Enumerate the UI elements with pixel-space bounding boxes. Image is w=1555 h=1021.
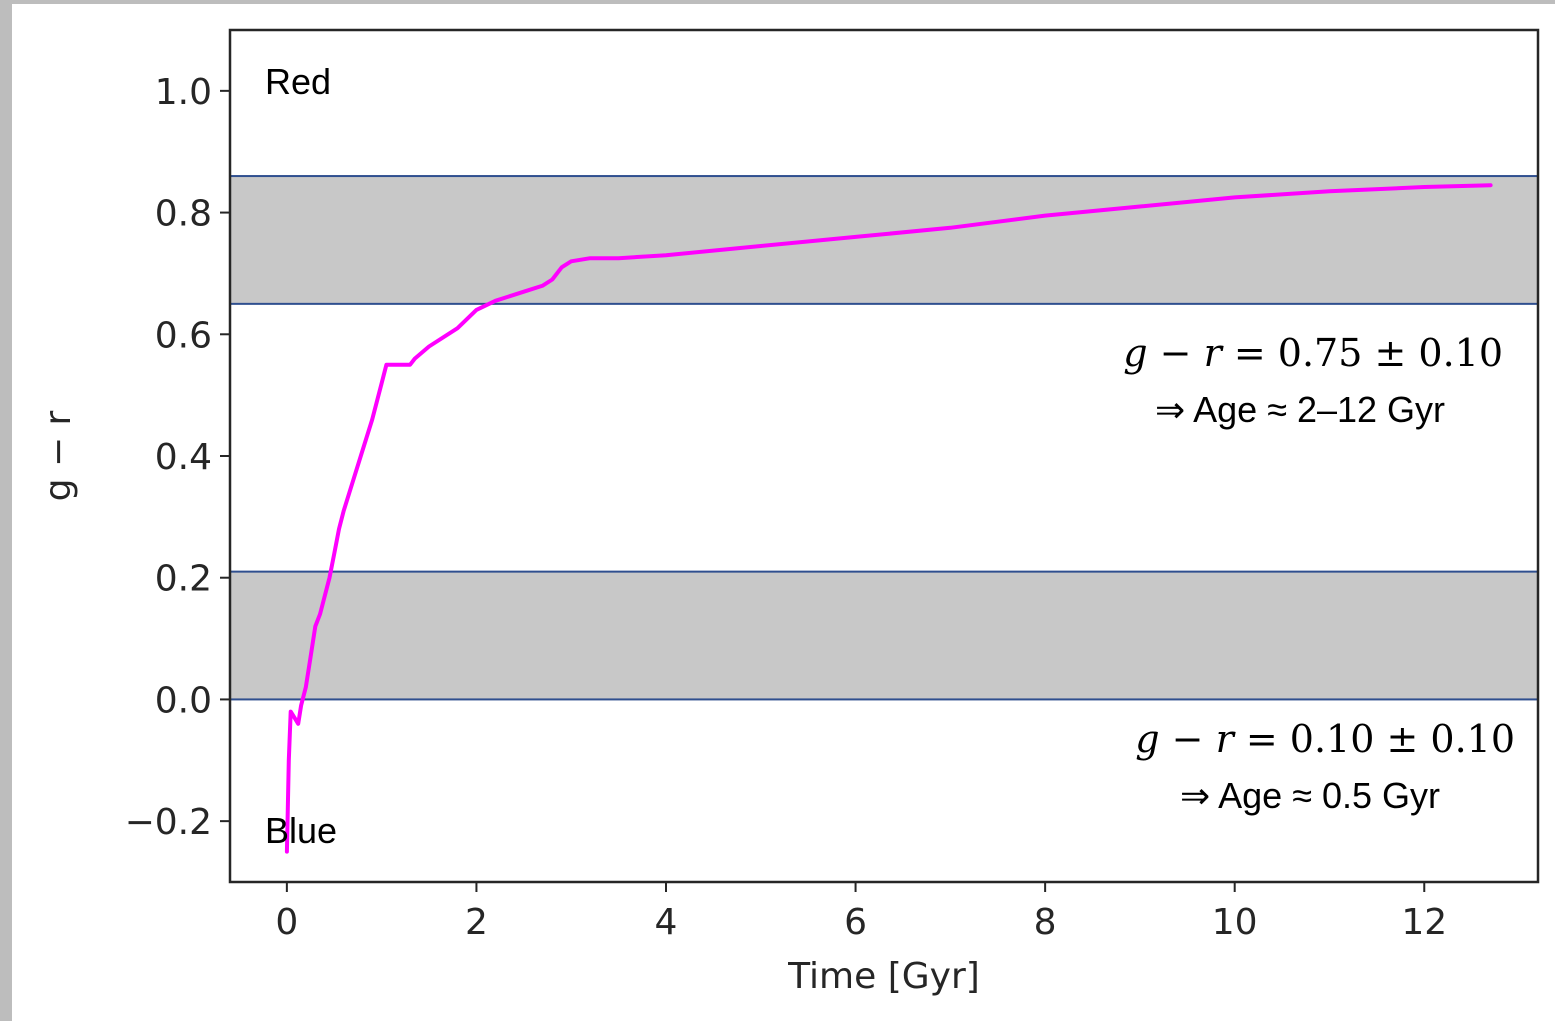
top-frame-border xyxy=(0,0,1555,4)
line-layer xyxy=(284,183,1493,854)
band1-equation: g − r = 0.75 ± 0.10 xyxy=(1123,331,1503,375)
blue-label: Blue xyxy=(265,810,337,851)
x-tick-label: 12 xyxy=(1401,902,1447,943)
band1-eq-rhs: = 0.75 ± 0.10 xyxy=(1234,331,1503,375)
x-tick-label: 6 xyxy=(844,902,867,943)
band2-eq-minus: − xyxy=(1172,717,1216,761)
band2-eq-r: r xyxy=(1216,717,1237,761)
band-1 xyxy=(229,175,1539,305)
y-tick-label: 1.0 xyxy=(155,72,212,113)
x-tick-label: 8 xyxy=(1034,902,1057,943)
band1-eq-g: g xyxy=(1123,331,1147,375)
band1-eq-r: r xyxy=(1204,331,1225,375)
bands-layer xyxy=(229,175,1539,701)
y-tick-label: 0.6 xyxy=(155,315,212,356)
x-axis-label: Time [Gyr] xyxy=(787,956,980,997)
ticks-layer: 0 2 4 6 8 10 12 −0.2 0.0 0.2 0.4 0.6 0.8 1.0 xyxy=(125,72,1448,943)
series-line-1 xyxy=(284,183,1493,854)
red-label: Red xyxy=(265,61,331,102)
band-2 xyxy=(229,570,1539,701)
y-tick-label: 0.2 xyxy=(155,559,212,600)
y-tick-label: 0.8 xyxy=(155,194,212,235)
y-tick-label: 0.0 xyxy=(155,680,212,721)
y-tick-label: 0.4 xyxy=(155,437,212,478)
band2-age-text: ⇒ Age ≈ 0.5 Gyr xyxy=(1180,775,1440,816)
x-tick-label: 2 xyxy=(465,902,488,943)
band1-eq-minus: − xyxy=(1160,331,1204,375)
band2-equation: g − r = 0.10 ± 0.10 xyxy=(1135,717,1515,761)
band2-eq-g: g xyxy=(1135,717,1159,761)
x-tick-label: 0 xyxy=(275,902,298,943)
x-tick-label: 10 xyxy=(1212,902,1258,943)
band1-age-text: ⇒ Age ≈ 2–12 Gyr xyxy=(1155,389,1445,430)
left-frame-border xyxy=(0,0,12,1021)
x-tick-label: 4 xyxy=(655,902,678,943)
band2-eq-rhs: = 0.10 ± 0.10 xyxy=(1246,717,1515,761)
y-tick-label: −0.2 xyxy=(125,802,212,843)
y-axis-label: g − r xyxy=(38,410,79,501)
